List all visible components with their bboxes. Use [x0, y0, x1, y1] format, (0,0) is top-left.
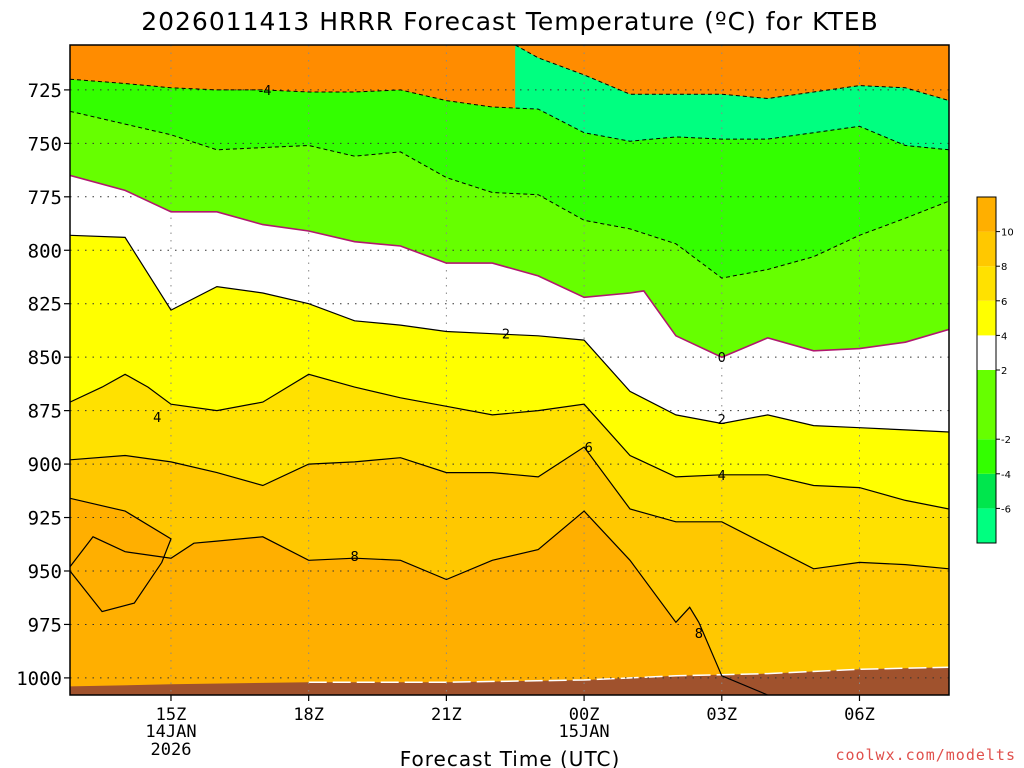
x-tick-date: 15JAN	[558, 722, 609, 742]
plot-frame	[69, 44, 950, 696]
y-tick-label: 850	[28, 347, 62, 369]
y-tick-label: 925	[28, 508, 62, 530]
y-tick-label: 750	[28, 133, 62, 155]
colorbar-swatch--2	[977, 370, 996, 440]
colorbar-tick-label: -6	[1001, 504, 1011, 515]
colorbar-tick-label: 2	[1001, 366, 1007, 377]
contour-lines	[70, 45, 949, 695]
y-tick-label: 800	[28, 240, 62, 262]
x-tick-label: 00Z	[569, 705, 600, 725]
terrain-fill	[70, 667, 949, 695]
y-tick-label: 1000	[16, 668, 62, 690]
colorbar-tick-label: 4	[1001, 331, 1007, 342]
credit-link[interactable]: coolwx.com/modelts	[835, 746, 1016, 764]
colorbar-swatch-10	[977, 197, 996, 232]
contour-label-8b: 8	[695, 627, 703, 642]
x-tick-label: 15Z	[156, 705, 187, 725]
colorbar-tick-label: 10	[1001, 228, 1014, 239]
colorbar-tick-label: 6	[1001, 297, 1007, 308]
contour-label-6: 6	[585, 441, 593, 456]
colorbar-swatch-8	[977, 231, 996, 267]
band-8	[70, 511, 768, 695]
x-tick-year: 2026	[151, 740, 192, 760]
contour-4	[70, 373, 949, 510]
y-tick-label: 975	[28, 614, 62, 636]
contour--4	[70, 78, 949, 151]
y-tick-label: 875	[28, 401, 62, 423]
colorbar-tick-label: -4	[1001, 470, 1011, 481]
y-tick-label: 775	[28, 187, 62, 209]
colorbar-swatch-6	[977, 266, 996, 301]
contour-label-4: 4	[153, 411, 161, 426]
contour-label-2: 2	[502, 328, 510, 343]
x-axis-title: Forecast Time (UTC)	[400, 747, 621, 768]
contour-label-0: 0	[718, 351, 726, 366]
contour-label-4b: 4	[718, 469, 726, 484]
y-tick-label: 725	[28, 80, 62, 102]
x-tick-label: 03Z	[706, 705, 737, 725]
contour-2	[70, 234, 949, 433]
x-tick-label: 18Z	[293, 705, 324, 725]
terrain-surface	[70, 666, 949, 695]
chart-title: 2026011413 HRRR Forecast Temperature (ºC…	[141, 7, 879, 36]
contour-8	[70, 510, 768, 695]
colorbar-tick-label: -2	[1001, 435, 1011, 446]
contour-label-8: 8	[350, 550, 358, 565]
colorbar-tick-label: 8	[1001, 262, 1007, 273]
contour-label-minus4: -4	[259, 84, 272, 99]
x-tick-date: 14JAN	[145, 722, 196, 742]
band-8	[70, 498, 171, 695]
y-tick-label: 900	[28, 454, 62, 476]
colorbar-swatch--6	[977, 473, 996, 509]
contour-label-2b: 2	[718, 413, 726, 428]
y-tick-label: 825	[28, 294, 62, 316]
contour-8	[70, 497, 172, 613]
surface-line	[308, 666, 949, 683]
y-tick-label: 950	[28, 561, 62, 583]
contour--6	[514, 45, 949, 102]
colorbar-swatch-4	[977, 300, 996, 336]
x-tick-label: 06Z	[844, 705, 875, 725]
contour-labels: 0 2 4 6 8 -4 2 4 8	[153, 84, 726, 642]
contour-0	[70, 174, 949, 359]
y-axis: 725 750 775 800 825 850 875 900 925 950 975 1000	[16, 80, 70, 690]
contour-6	[70, 446, 949, 570]
colorbar-swatch--8	[977, 508, 996, 543]
x-tick-label: 21Z	[431, 705, 462, 725]
colorbar: -6 -4 -2 2 4 6 8 10	[976, 196, 1014, 544]
temperature-bands	[70, 45, 949, 695]
colorbar-swatch-2	[977, 335, 996, 370]
colorbar-swatch--4	[977, 439, 996, 474]
